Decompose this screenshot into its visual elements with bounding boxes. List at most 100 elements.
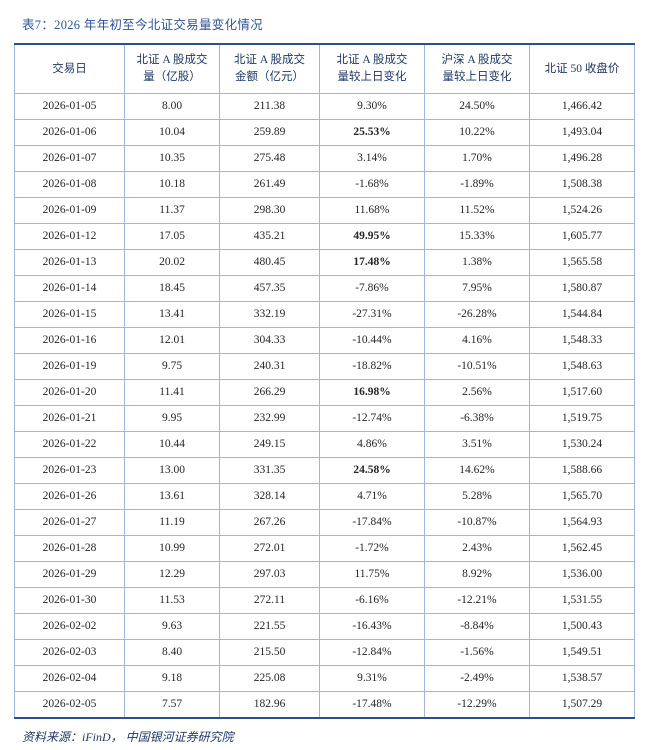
table-row: 2026-01-28 10.99 272.01 -1.72% 2.43% 1,5… xyxy=(14,535,635,562)
cell-shsz-change: 15.33% xyxy=(424,223,530,250)
table-row: 2026-01-20 11.41 266.29 16.98% 2.56% 1,5… xyxy=(14,379,635,406)
cell-bse50-close: 1,530.24 xyxy=(529,431,635,458)
cell-bse-change: -7.86% xyxy=(319,275,425,302)
table-row: 2026-02-03 8.40 215.50 -12.84% -1.56% 1,… xyxy=(14,639,635,666)
table-row: 2026-01-12 17.05 435.21 49.95% 15.33% 1,… xyxy=(14,223,635,250)
cell-bse50-close: 1,549.51 xyxy=(529,639,635,666)
cell-shsz-change: 2.43% xyxy=(424,535,530,562)
cell-bse-change: 17.48% xyxy=(319,249,425,276)
cell-shsz-change: -10.87% xyxy=(424,509,530,536)
cell-trading-day: 2026-01-12 xyxy=(14,223,125,250)
cell-bse50-close: 1,531.55 xyxy=(529,587,635,614)
cell-trading-day: 2026-01-06 xyxy=(14,119,125,146)
cell-trading-day: 2026-01-23 xyxy=(14,457,125,484)
cell-bse-volume: 12.01 xyxy=(124,327,220,354)
cell-shsz-change: -10.51% xyxy=(424,353,530,380)
table-row: 2026-01-14 18.45 457.35 -7.86% 7.95% 1,5… xyxy=(14,275,635,302)
cell-bse-amount: 267.26 xyxy=(219,509,320,536)
table-row: 2026-01-23 13.00 331.35 24.58% 14.62% 1,… xyxy=(14,457,635,484)
cell-trading-day: 2026-01-30 xyxy=(14,587,125,614)
table-row: 2026-02-05 7.57 182.96 -17.48% -12.29% 1… xyxy=(14,691,635,719)
cell-bse-amount: 275.48 xyxy=(219,145,320,172)
cell-bse-volume: 12.29 xyxy=(124,561,220,588)
cell-trading-day: 2026-01-07 xyxy=(14,145,125,172)
header-row: 交易日 北证 A 股成交 量（亿股） 北证 A 股成交 金额（亿元） 北证 A … xyxy=(14,43,635,94)
col-header-bse-change: 北证 A 股成交 量较上日变化 xyxy=(319,43,425,94)
cell-shsz-change: -2.49% xyxy=(424,665,530,692)
cell-bse-volume: 10.35 xyxy=(124,145,220,172)
table-row: 2026-01-15 13.41 332.19 -27.31% -26.28% … xyxy=(14,301,635,328)
cell-bse-volume: 18.45 xyxy=(124,275,220,302)
cell-bse-amount: 215.50 xyxy=(219,639,320,666)
cell-shsz-change: 1.70% xyxy=(424,145,530,172)
cell-bse-change: -6.16% xyxy=(319,587,425,614)
cell-bse-change: -16.43% xyxy=(319,613,425,640)
cell-shsz-change: -1.56% xyxy=(424,639,530,666)
cell-trading-day: 2026-01-16 xyxy=(14,327,125,354)
cell-trading-day: 2026-01-08 xyxy=(14,171,125,198)
cell-shsz-change: 2.56% xyxy=(424,379,530,406)
cell-trading-day: 2026-01-26 xyxy=(14,483,125,510)
cell-shsz-change: -26.28% xyxy=(424,301,530,328)
cell-bse-change: -17.84% xyxy=(319,509,425,536)
cell-trading-day: 2026-01-15 xyxy=(14,301,125,328)
cell-bse-amount: 211.38 xyxy=(219,93,320,120)
cell-bse50-close: 1,588.66 xyxy=(529,457,635,484)
cell-shsz-change: -6.38% xyxy=(424,405,530,432)
cell-bse-volume: 13.61 xyxy=(124,483,220,510)
cell-bse-amount: 225.08 xyxy=(219,665,320,692)
cell-bse-amount: 249.15 xyxy=(219,431,320,458)
cell-bse50-close: 1,548.33 xyxy=(529,327,635,354)
cell-trading-day: 2026-02-04 xyxy=(14,665,125,692)
cell-trading-day: 2026-02-03 xyxy=(14,639,125,666)
table-row: 2026-02-02 9.63 221.55 -16.43% -8.84% 1,… xyxy=(14,613,635,640)
cell-bse-amount: 259.89 xyxy=(219,119,320,146)
trading-volume-table: 交易日 北证 A 股成交 量（亿股） 北证 A 股成交 金额（亿元） 北证 A … xyxy=(14,43,635,719)
cell-bse50-close: 1,562.45 xyxy=(529,535,635,562)
cell-bse-volume: 11.19 xyxy=(124,509,220,536)
col-header-bse-volume: 北证 A 股成交 量（亿股） xyxy=(124,43,220,94)
table-row: 2026-01-06 10.04 259.89 25.53% 10.22% 1,… xyxy=(14,119,635,146)
cell-bse-volume: 13.41 xyxy=(124,301,220,328)
cell-shsz-change: 7.95% xyxy=(424,275,530,302)
cell-bse-volume: 9.18 xyxy=(124,665,220,692)
table-row: 2026-01-16 12.01 304.33 -10.44% 4.16% 1,… xyxy=(14,327,635,354)
cell-shsz-change: 10.22% xyxy=(424,119,530,146)
cell-bse-change: 11.68% xyxy=(319,197,425,224)
cell-shsz-change: 5.28% xyxy=(424,483,530,510)
cell-bse-change: 49.95% xyxy=(319,223,425,250)
cell-trading-day: 2026-01-27 xyxy=(14,509,125,536)
cell-bse-volume: 8.40 xyxy=(124,639,220,666)
cell-bse-change: 24.58% xyxy=(319,457,425,484)
cell-bse-volume: 11.53 xyxy=(124,587,220,614)
cell-bse50-close: 1,508.38 xyxy=(529,171,635,198)
cell-bse-change: 3.14% xyxy=(319,145,425,172)
cell-bse-volume: 8.00 xyxy=(124,93,220,120)
table-row: 2026-01-21 9.95 232.99 -12.74% -6.38% 1,… xyxy=(14,405,635,432)
table-body: 2026-01-05 8.00 211.38 9.30% 24.50% 1,46… xyxy=(14,93,635,719)
cell-bse-volume: 10.44 xyxy=(124,431,220,458)
cell-bse-change: 9.30% xyxy=(319,93,425,120)
cell-trading-day: 2026-01-19 xyxy=(14,353,125,380)
cell-bse-volume: 11.41 xyxy=(124,379,220,406)
cell-trading-day: 2026-01-29 xyxy=(14,561,125,588)
cell-trading-day: 2026-02-05 xyxy=(14,691,125,719)
cell-bse-volume: 10.99 xyxy=(124,535,220,562)
cell-bse50-close: 1,536.00 xyxy=(529,561,635,588)
cell-bse-change: -17.48% xyxy=(319,691,425,719)
cell-bse-volume: 20.02 xyxy=(124,249,220,276)
cell-bse50-close: 1,544.84 xyxy=(529,301,635,328)
table-row: 2026-01-22 10.44 249.15 4.86% 3.51% 1,53… xyxy=(14,431,635,458)
cell-bse50-close: 1,580.87 xyxy=(529,275,635,302)
table-row: 2026-01-07 10.35 275.48 3.14% 1.70% 1,49… xyxy=(14,145,635,172)
col-header-bse50-close: 北证 50 收盘价 xyxy=(529,43,635,94)
cell-bse50-close: 1,519.75 xyxy=(529,405,635,432)
cell-shsz-change: 14.62% xyxy=(424,457,530,484)
cell-bse-volume: 9.95 xyxy=(124,405,220,432)
cell-bse50-close: 1,496.28 xyxy=(529,145,635,172)
cell-bse-change: 4.71% xyxy=(319,483,425,510)
cell-bse50-close: 1,466.42 xyxy=(529,93,635,120)
table-row: 2026-01-19 9.75 240.31 -18.82% -10.51% 1… xyxy=(14,353,635,380)
cell-bse-amount: 232.99 xyxy=(219,405,320,432)
